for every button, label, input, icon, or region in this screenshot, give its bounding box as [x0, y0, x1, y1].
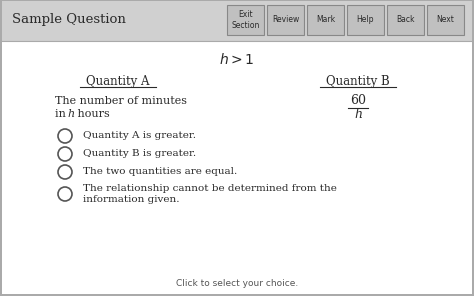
- Text: The number of minutes: The number of minutes: [55, 96, 187, 106]
- Text: in: in: [55, 109, 69, 119]
- FancyBboxPatch shape: [2, 41, 472, 294]
- Text: h: h: [354, 109, 362, 121]
- Text: Help: Help: [357, 15, 374, 25]
- FancyBboxPatch shape: [2, 1, 472, 41]
- Circle shape: [58, 147, 72, 161]
- Text: h: h: [67, 109, 74, 119]
- FancyBboxPatch shape: [387, 5, 424, 35]
- Text: Sample Question: Sample Question: [12, 14, 126, 27]
- FancyBboxPatch shape: [347, 5, 384, 35]
- Text: Quantity B is greater.: Quantity B is greater.: [83, 149, 196, 158]
- Text: Exit
Section: Exit Section: [231, 10, 260, 30]
- Text: Back: Back: [396, 15, 415, 25]
- Circle shape: [58, 129, 72, 143]
- Circle shape: [58, 165, 72, 179]
- Text: hours: hours: [74, 109, 110, 119]
- FancyBboxPatch shape: [427, 5, 464, 35]
- Text: Next: Next: [437, 15, 455, 25]
- Text: Quantity B: Quantity B: [326, 75, 390, 88]
- Text: The relationship cannot be determined from the
information given.: The relationship cannot be determined fr…: [83, 184, 337, 205]
- FancyBboxPatch shape: [267, 5, 304, 35]
- Text: 60: 60: [350, 94, 366, 107]
- FancyBboxPatch shape: [227, 5, 264, 35]
- Circle shape: [58, 187, 72, 201]
- Text: Click to select your choice.: Click to select your choice.: [176, 279, 298, 289]
- FancyBboxPatch shape: [307, 5, 344, 35]
- Text: The two quantities are equal.: The two quantities are equal.: [83, 168, 237, 176]
- Text: Quantity A: Quantity A: [86, 75, 150, 88]
- Text: Mark: Mark: [316, 15, 335, 25]
- Text: $h>1$: $h>1$: [219, 52, 255, 67]
- Text: Quantity A is greater.: Quantity A is greater.: [83, 131, 196, 141]
- Text: Review: Review: [272, 15, 299, 25]
